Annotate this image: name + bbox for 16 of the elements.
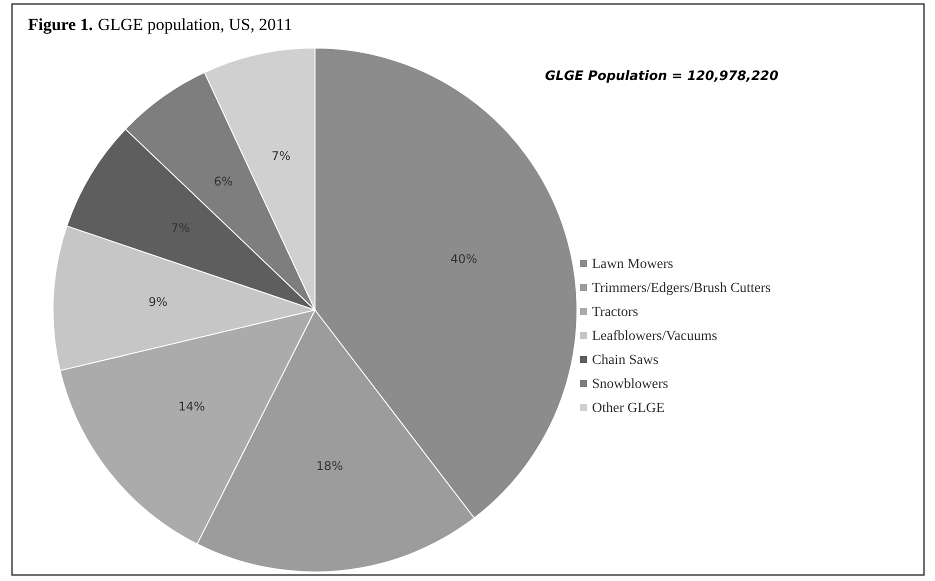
legend-label: Lawn Mowers	[592, 257, 674, 272]
chart-title: Figure 1.	[28, 15, 93, 34]
data-label: 14%	[178, 400, 205, 414]
legend-label: Leafblowers/Vacuums	[592, 329, 718, 344]
legend-label: Tractors	[592, 305, 638, 320]
legend-label: Trimmers/Edgers/Brush Cutters	[592, 281, 771, 296]
data-label: 6%	[214, 174, 233, 189]
data-label: 9%	[148, 294, 168, 309]
legend-label: Other GLGE	[592, 401, 665, 416]
legend-label: Snowblowers	[592, 377, 668, 392]
text: GLGE Population = 120,978,220	[545, 69, 778, 84]
data-label: 40%	[450, 252, 478, 266]
data-label: 7%	[272, 148, 291, 163]
data-label: 18%	[316, 458, 343, 473]
chart-subtitle: GLGE population, US, 2011	[98, 15, 292, 34]
legend-label: Chain Saws	[592, 353, 658, 368]
